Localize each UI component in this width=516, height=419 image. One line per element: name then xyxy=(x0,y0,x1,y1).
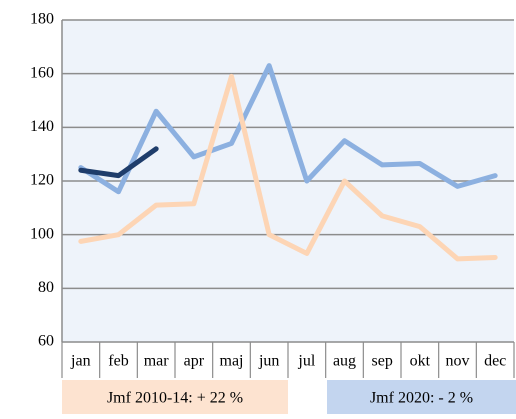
y-tick-label: 140 xyxy=(30,118,54,135)
x-tick-label: jun xyxy=(258,353,279,370)
series-line xyxy=(78,63,498,195)
annotation: Jmf 2010-14: + 22 % xyxy=(107,390,243,407)
annotation-box xyxy=(62,380,288,414)
y-tick-label: 80 xyxy=(38,279,54,296)
y-tick-label: 120 xyxy=(30,172,54,189)
x-tick-label: maj xyxy=(220,353,244,370)
x-tick-label: aug xyxy=(333,353,356,370)
series-line xyxy=(78,146,159,179)
x-tick-label: apr xyxy=(184,353,205,370)
y-tick-label: 180 xyxy=(30,11,54,28)
annotation-box xyxy=(327,380,516,414)
y-tick-label: 60 xyxy=(38,333,54,350)
x-tick-label: mar xyxy=(144,353,170,370)
x-tick-label: sep xyxy=(372,353,393,370)
x-tick-label: feb xyxy=(108,353,128,370)
x-tick-label: jan xyxy=(70,353,91,370)
y-tick-label: 160 xyxy=(30,64,54,81)
x-tick-label: okt xyxy=(410,353,431,370)
x-tick-label: jul xyxy=(297,353,315,370)
x-tick-label: dec xyxy=(484,353,506,370)
annotation: Jmf 2020: - 2 % xyxy=(370,390,473,407)
x-tick-label: nov xyxy=(446,353,470,370)
y-tick-label: 100 xyxy=(30,225,54,242)
series-line xyxy=(78,73,498,262)
